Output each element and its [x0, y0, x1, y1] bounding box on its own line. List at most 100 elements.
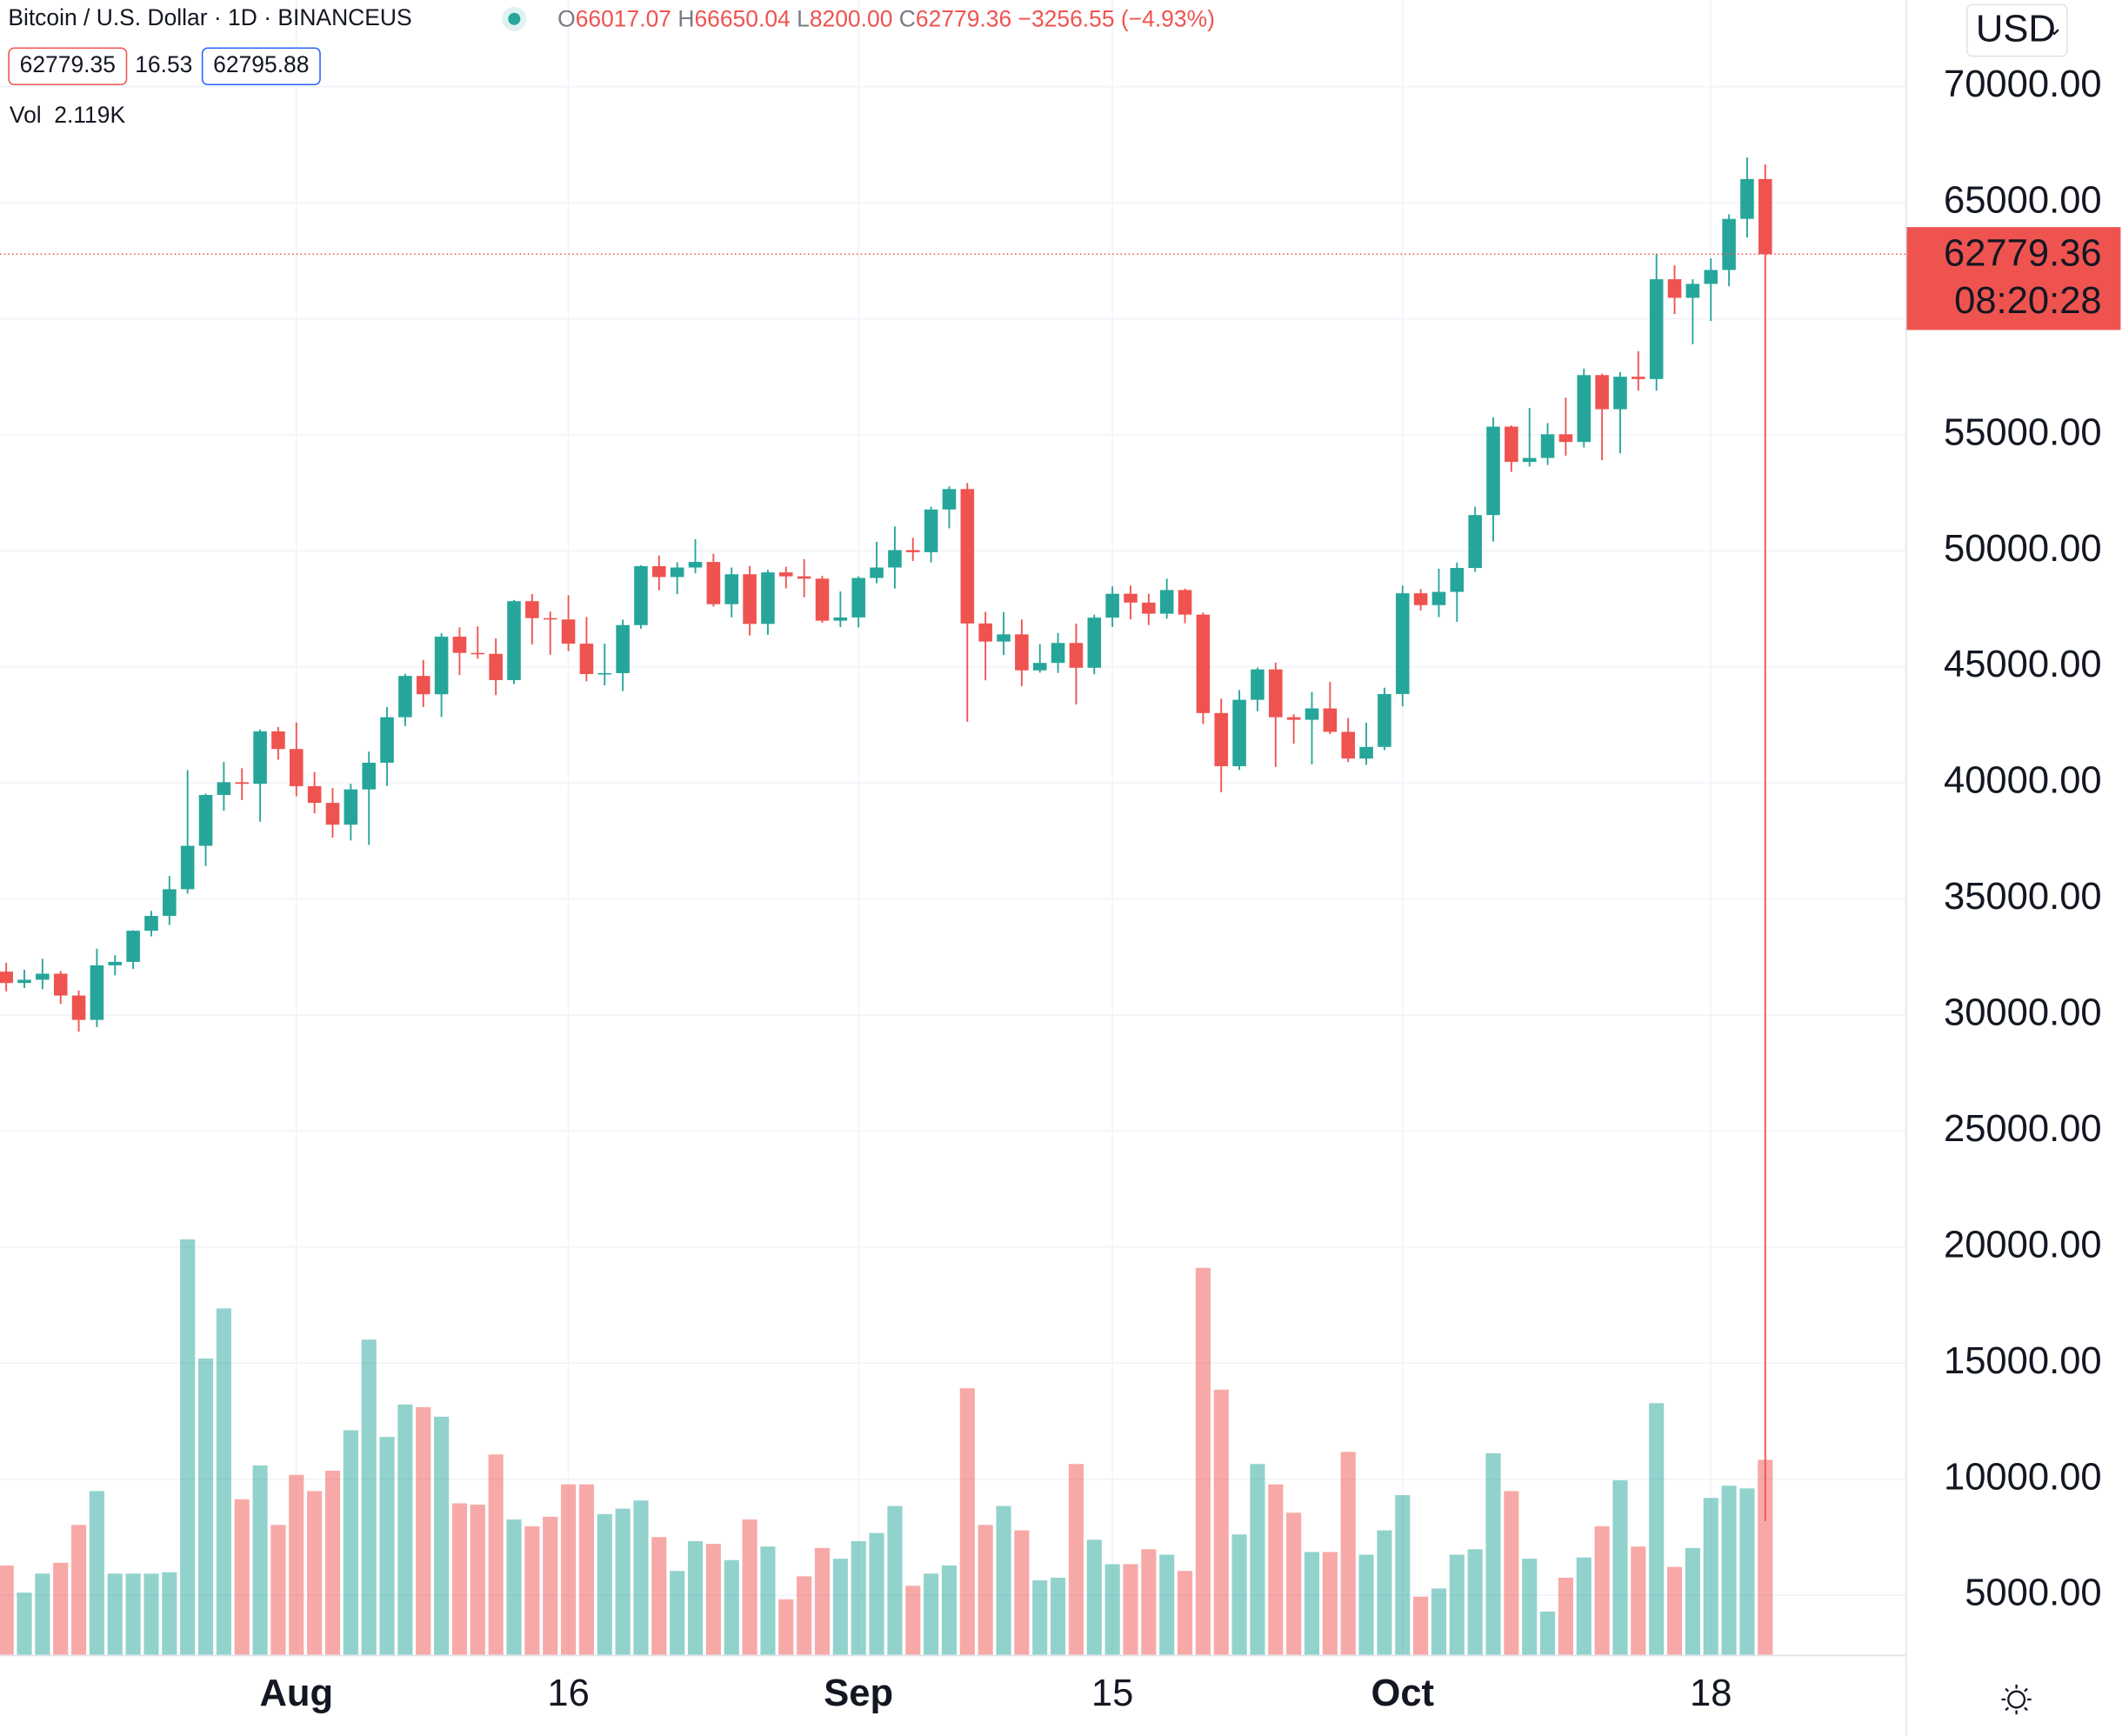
candle-body — [960, 489, 975, 624]
volume-bar — [343, 1430, 358, 1655]
candle-body — [144, 916, 158, 931]
volume-bar — [687, 1540, 704, 1655]
ohlc-value: 66017.07 — [576, 5, 671, 31]
candle-body — [1323, 708, 1338, 732]
volume-bar — [1467, 1549, 1483, 1655]
candle-body — [217, 782, 231, 796]
bid: 62779.35 — [20, 51, 116, 77]
settings-icon[interactable] — [2001, 1684, 2032, 1715]
volume-bar — [252, 1465, 268, 1655]
change: −3256.55 (−4.93%) — [1018, 5, 1215, 31]
volume-bar — [1576, 1557, 1592, 1655]
volume-bar — [1649, 1403, 1665, 1655]
volume-bar — [561, 1484, 577, 1655]
candle-body — [1214, 712, 1229, 766]
x-tick-label: Oct — [1371, 1673, 1434, 1714]
volume-bar — [324, 1470, 341, 1655]
volume-bar — [162, 1572, 177, 1655]
volume-bar — [1213, 1389, 1229, 1655]
candle-body — [1087, 618, 1102, 668]
volume-bar — [17, 1592, 32, 1655]
candle-body — [833, 617, 848, 621]
candle-body — [1105, 593, 1119, 618]
volume-bar — [1721, 1486, 1737, 1655]
candle-body — [561, 619, 576, 644]
volume-bar — [1177, 1571, 1193, 1655]
y-tick-label: 70000.00 — [1944, 63, 2102, 105]
candle-body — [17, 979, 31, 984]
candle-body — [36, 973, 50, 980]
bid-box[interactable] — [8, 47, 128, 86]
ohlc-key: H — [677, 5, 694, 31]
volume-bar — [1195, 1267, 1211, 1655]
candle-body — [888, 550, 902, 568]
volume-bar — [1395, 1495, 1411, 1655]
volume-label: Vol — [10, 102, 42, 128]
y-tick-label: 5000.00 — [1965, 1572, 2101, 1614]
volume-bar — [270, 1525, 286, 1655]
volume-bar — [742, 1519, 757, 1655]
volume-bar — [1322, 1552, 1338, 1655]
price-axis: 5000.00 10000.00 15000.00 20000.00 25000.00 3… — [1906, 63, 2121, 1614]
candle-body — [706, 562, 721, 604]
currency-button[interactable] — [1966, 3, 2068, 57]
volume-bar — [1485, 1452, 1501, 1655]
candle-body — [108, 961, 123, 965]
candle-body — [1142, 602, 1156, 614]
candle-body — [1378, 693, 1391, 747]
candle-body — [743, 574, 757, 624]
candle-body — [180, 845, 195, 890]
candle-body — [978, 623, 992, 642]
candle-body — [1740, 178, 1754, 219]
y-tick-label: 25000.00 — [1944, 1108, 2102, 1150]
volume-bar — [670, 1571, 685, 1655]
grid — [0, 0, 1906, 1655]
candle-body — [90, 965, 104, 1020]
x-tick-label: Aug — [259, 1673, 333, 1714]
volume-bar — [1141, 1549, 1157, 1655]
volume-bar — [397, 1404, 413, 1655]
ask-box[interactable] — [201, 47, 321, 86]
volume-bar — [1340, 1452, 1356, 1655]
volume-bar — [506, 1519, 522, 1655]
candle-body — [1251, 669, 1265, 700]
volume-bar — [1558, 1577, 1573, 1655]
volume-bar — [488, 1454, 504, 1655]
volume-bar — [361, 1339, 377, 1655]
volume-bar — [1449, 1554, 1465, 1655]
candle-body — [1359, 746, 1373, 759]
ohlc-value: 66650.04 — [694, 5, 790, 31]
candle-body — [924, 509, 938, 552]
volume-bar — [451, 1503, 468, 1655]
candle-body — [1577, 375, 1592, 443]
candle-body — [290, 749, 304, 786]
volume-bar — [125, 1573, 141, 1655]
candle-body — [1649, 279, 1664, 379]
volume-bar — [1304, 1552, 1320, 1655]
y-tick-label: 55000.00 — [1944, 411, 2102, 453]
volume-bar — [470, 1504, 485, 1655]
candle-body — [1486, 426, 1500, 516]
candle-body — [905, 550, 920, 552]
candle-body — [597, 672, 612, 675]
candle-body — [616, 624, 630, 673]
candle-body — [1758, 178, 1772, 255]
y-tick-label: 40000.00 — [1944, 760, 2102, 802]
volume-bar — [1123, 1564, 1138, 1655]
candle-body — [688, 562, 703, 568]
volume-bar — [1032, 1580, 1048, 1655]
ohlc-key: O — [557, 5, 576, 31]
candle-body — [1341, 731, 1355, 759]
volume-bar — [1758, 1459, 1773, 1655]
ohlc-value: 8200.00 — [810, 5, 893, 31]
volume-bar — [180, 1239, 196, 1655]
candle-body — [1395, 593, 1410, 694]
candle-body — [761, 572, 775, 624]
candle-body — [1413, 593, 1428, 605]
candle-body — [1269, 669, 1283, 718]
volume-bar — [53, 1562, 69, 1655]
volume-bar — [1014, 1530, 1030, 1655]
candle-body — [1468, 515, 1482, 569]
volume-bar — [35, 1573, 50, 1655]
